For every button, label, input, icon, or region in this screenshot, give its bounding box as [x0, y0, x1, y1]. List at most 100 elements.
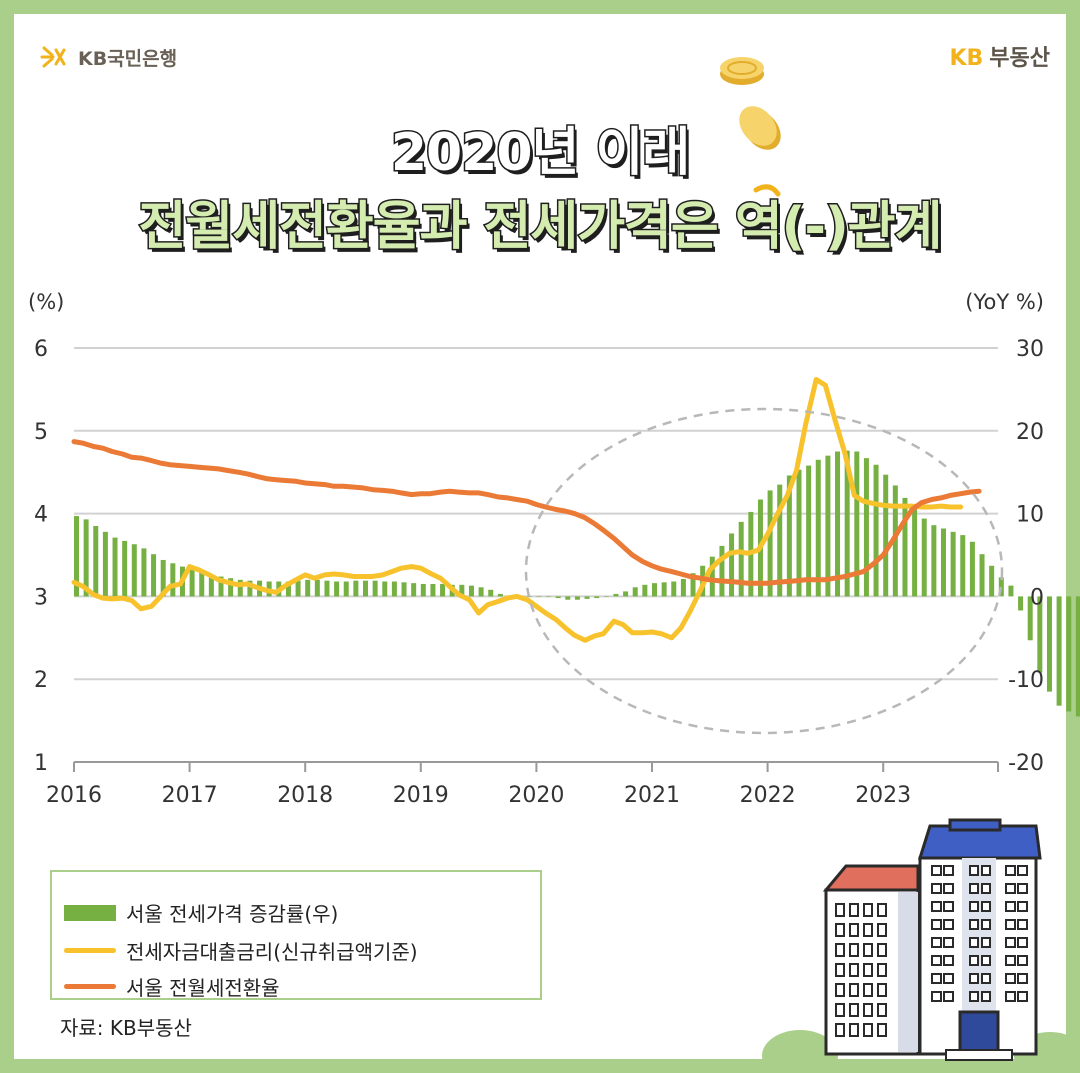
bar — [440, 583, 446, 597]
bar — [247, 580, 253, 597]
bar — [382, 581, 388, 597]
window — [877, 903, 887, 917]
window — [835, 963, 845, 977]
bar — [806, 465, 812, 597]
window — [877, 983, 887, 997]
bar — [83, 519, 89, 597]
window — [981, 919, 991, 930]
bar — [969, 541, 975, 597]
bar — [825, 455, 831, 597]
bar — [960, 535, 966, 597]
window — [863, 923, 873, 937]
window — [931, 865, 942, 876]
window — [835, 1003, 845, 1017]
window — [969, 937, 979, 948]
window — [863, 983, 873, 997]
bar — [931, 525, 937, 597]
bar — [343, 581, 349, 597]
window — [849, 983, 859, 997]
window — [1005, 991, 1016, 1002]
window — [943, 937, 954, 948]
window — [835, 943, 845, 957]
window — [863, 903, 873, 917]
bar — [420, 583, 426, 597]
kb-bank-name: KB국민은행 — [78, 47, 178, 70]
bar — [652, 583, 657, 597]
window — [835, 903, 845, 917]
window — [943, 883, 954, 894]
kb-realty-logo: KB 부동산 — [949, 40, 1050, 72]
window — [849, 923, 859, 937]
left-axis-tick-label: 4 — [34, 503, 48, 528]
card: KB국민은행 KB 부동산 2020년 이래 전월세전환율과 전세가격은 역(-)… — [14, 14, 1066, 1059]
bar — [642, 584, 648, 597]
window — [835, 1023, 845, 1037]
bar — [488, 589, 494, 597]
x-axis-tick-label: 2023 — [855, 783, 911, 808]
window — [969, 919, 979, 930]
bar — [324, 580, 330, 597]
bar — [613, 593, 619, 597]
window — [931, 901, 942, 912]
bar — [526, 596, 532, 597]
bar — [941, 528, 946, 597]
bar — [74, 516, 79, 597]
bar — [574, 596, 580, 600]
title-line2: 전월세전환율과 전세가격은 역(-)관계 — [137, 196, 944, 259]
decoration — [720, 57, 1080, 1073]
window — [943, 973, 954, 984]
x-axis-tick-label: 2016 — [46, 783, 102, 808]
bar — [998, 577, 1004, 597]
window — [849, 1003, 859, 1017]
window — [1005, 937, 1016, 948]
window — [1017, 991, 1028, 1002]
bar — [1018, 596, 1024, 611]
bar — [738, 521, 744, 597]
bar — [391, 581, 397, 597]
left-axis-tick-label: 5 — [34, 420, 48, 445]
bar — [102, 531, 108, 597]
bar — [671, 581, 677, 597]
bar — [112, 537, 118, 597]
bar — [295, 580, 301, 597]
title-line1: 2020년 이래 — [389, 122, 691, 185]
bar — [883, 474, 889, 597]
x-axis-tick-label: 2017 — [162, 783, 218, 808]
bar — [1075, 596, 1080, 717]
kb-bank-logo: KB국민은행 — [36, 42, 177, 72]
kb-realty-name: 부동산 — [989, 46, 1050, 71]
window — [981, 901, 991, 912]
window — [969, 883, 979, 894]
bar — [767, 490, 773, 597]
bar — [141, 548, 147, 597]
bar — [334, 581, 340, 597]
window — [969, 991, 979, 1002]
bar — [305, 579, 311, 597]
bar — [729, 533, 735, 597]
bar — [777, 484, 783, 597]
left-axis-tick-label: 2 — [34, 668, 48, 693]
window — [931, 973, 942, 984]
chart-legend: 서울 전세가격 증감률(우) 전세자금대출금리(신규취급액기준) 서울 전월세전… — [50, 870, 542, 1000]
bar — [912, 509, 918, 597]
bar — [160, 559, 166, 597]
bar — [353, 580, 359, 597]
window — [969, 865, 979, 876]
window — [877, 963, 887, 977]
window — [863, 963, 873, 977]
bar — [478, 587, 484, 597]
x-axis-tick-label: 2019 — [393, 783, 449, 808]
loan-rate-line — [71, 377, 964, 643]
bar — [844, 450, 850, 597]
legend-swatch-yellow — [64, 948, 116, 953]
bar — [208, 574, 214, 597]
bar — [151, 554, 157, 597]
bar — [1008, 585, 1014, 597]
bar — [314, 579, 320, 597]
window — [1017, 919, 1028, 930]
legend-item-yellow: 전세자금대출금리(신규취급액기준) — [64, 936, 418, 965]
right-axis-tick-label: -20 — [1008, 751, 1044, 776]
bar — [189, 569, 195, 597]
window — [1005, 919, 1016, 930]
